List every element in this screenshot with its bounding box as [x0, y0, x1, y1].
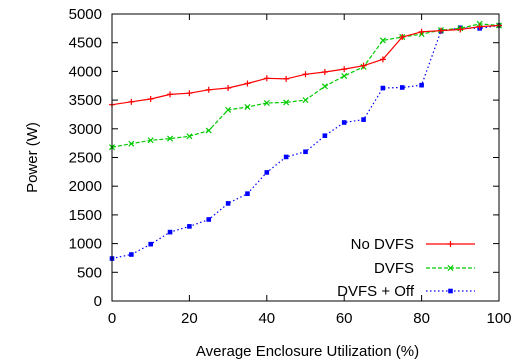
series-dvfs-off — [109, 23, 502, 261]
data-point — [264, 170, 270, 175]
y-ticks: 0 500 1000 1500 2000 2500 3000 3500 4000 4500 5000 — [69, 6, 499, 310]
data-point — [167, 135, 174, 142]
data-point — [321, 83, 328, 90]
data-point — [399, 85, 405, 90]
x-tick-label: 80 — [413, 310, 430, 327]
data-point — [187, 224, 192, 229]
data-point — [167, 91, 174, 98]
x-tick-label: 100 — [486, 310, 511, 327]
data-point — [167, 229, 173, 235]
legend-label: DVFS — [374, 260, 414, 277]
data-point — [148, 241, 153, 247]
data-point — [457, 26, 464, 33]
y-tick-label: 2500 — [69, 150, 102, 167]
data-point — [244, 103, 251, 111]
data-point — [186, 90, 193, 97]
series-dvfs — [108, 20, 503, 151]
data-point — [128, 98, 135, 105]
data-point — [448, 288, 453, 294]
y-tick-label: 0 — [94, 293, 102, 310]
plot-frame — [111, 13, 500, 302]
x-tick-label: 40 — [258, 310, 275, 327]
series-line — [111, 23, 500, 148]
data-point — [379, 56, 386, 63]
y-tick-label: 5000 — [69, 6, 102, 23]
data-point — [244, 80, 251, 87]
data-point — [302, 71, 309, 78]
data-point — [476, 23, 483, 30]
y-tick-label: 1500 — [69, 207, 102, 224]
data-point — [437, 27, 444, 34]
data-point — [263, 99, 270, 106]
data-point — [128, 140, 135, 147]
data-point — [186, 133, 193, 140]
x-axis-label: Average Enclosure Utilization (%) — [196, 343, 419, 360]
data-point — [129, 252, 134, 257]
data-point — [447, 241, 454, 247]
data-point — [225, 85, 232, 92]
data-point — [263, 75, 270, 82]
data-point — [283, 99, 290, 106]
x-ticks: 0 20 40 60 80 100 — [108, 14, 512, 327]
data-point — [147, 137, 154, 144]
series-line — [111, 24, 500, 260]
series-no-dvfs — [109, 22, 502, 108]
data-point — [379, 37, 386, 44]
data-point — [205, 86, 212, 93]
data-point — [225, 201, 231, 206]
legend: No DVFS DVFS DVFS + Off — [337, 236, 475, 300]
legend-label: No DVFS — [351, 236, 414, 253]
y-axis-label: Power (W) — [24, 122, 41, 193]
x-tick-label: 20 — [181, 310, 198, 327]
y-tick-label: 3000 — [69, 121, 102, 138]
data-point — [302, 97, 309, 104]
y-tick-label: 1000 — [69, 236, 102, 253]
y-tick-label: 4000 — [69, 63, 102, 80]
data-point — [380, 85, 386, 91]
data-point — [303, 149, 308, 155]
data-point — [225, 106, 232, 113]
data-point — [361, 117, 366, 122]
data-point — [418, 28, 425, 35]
data-point — [245, 191, 250, 196]
data-point — [321, 68, 328, 75]
data-point — [322, 133, 328, 138]
data-point — [147, 95, 154, 102]
data-point — [341, 66, 348, 73]
data-point — [360, 62, 367, 69]
x-tick-label: 60 — [336, 310, 353, 327]
y-tick-label: 3500 — [69, 92, 102, 109]
data-point — [341, 72, 348, 80]
data-point — [399, 33, 406, 40]
x-tick-label: 0 — [108, 310, 116, 327]
y-tick-label: 2000 — [69, 178, 102, 195]
data-point — [283, 154, 289, 160]
data-point — [206, 217, 212, 222]
data-point — [205, 127, 212, 134]
series-layer — [108, 20, 503, 261]
y-tick-label: 500 — [77, 264, 102, 281]
data-point — [419, 82, 424, 88]
y-tick-label: 4500 — [69, 35, 102, 52]
data-point — [447, 264, 454, 272]
data-point — [283, 75, 290, 82]
data-point — [341, 120, 347, 125]
legend-label: DVFS + Off — [337, 283, 415, 300]
